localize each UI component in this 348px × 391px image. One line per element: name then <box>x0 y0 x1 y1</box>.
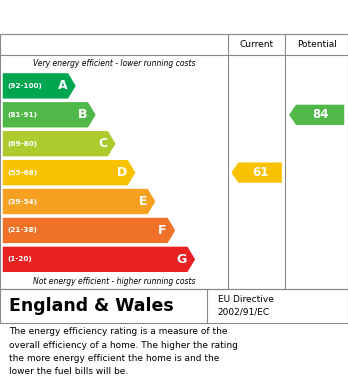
Text: (69-80): (69-80) <box>7 141 37 147</box>
Polygon shape <box>3 247 195 272</box>
Polygon shape <box>3 218 175 243</box>
Text: Not energy efficient - higher running costs: Not energy efficient - higher running co… <box>33 277 195 286</box>
Text: G: G <box>176 253 187 266</box>
Text: 61: 61 <box>252 166 269 179</box>
Text: C: C <box>98 137 107 150</box>
Text: A: A <box>58 79 67 92</box>
Polygon shape <box>3 131 116 156</box>
Polygon shape <box>3 160 135 185</box>
Text: Potential: Potential <box>297 40 337 49</box>
Text: Current: Current <box>239 40 274 49</box>
Polygon shape <box>289 105 344 125</box>
Text: D: D <box>117 166 127 179</box>
Text: 84: 84 <box>313 108 329 121</box>
Text: F: F <box>158 224 167 237</box>
Text: Very energy efficient - lower running costs: Very energy efficient - lower running co… <box>33 59 195 68</box>
Text: EU Directive
2002/91/EC: EU Directive 2002/91/EC <box>218 295 274 316</box>
Text: B: B <box>78 108 87 121</box>
Text: (92-100): (92-100) <box>7 83 42 89</box>
Polygon shape <box>3 189 155 214</box>
Text: Energy Efficiency Rating: Energy Efficiency Rating <box>9 9 211 25</box>
Text: The energy efficiency rating is a measure of the
overall efficiency of a home. T: The energy efficiency rating is a measur… <box>9 327 238 376</box>
Text: (81-91): (81-91) <box>7 112 37 118</box>
Text: (55-68): (55-68) <box>7 170 37 176</box>
Polygon shape <box>231 163 282 183</box>
Polygon shape <box>3 102 96 127</box>
Polygon shape <box>3 73 76 99</box>
Text: (1-20): (1-20) <box>7 256 32 262</box>
Text: (39-54): (39-54) <box>7 199 37 204</box>
Text: E: E <box>139 195 147 208</box>
Text: England & Wales: England & Wales <box>9 296 173 315</box>
Text: (21-38): (21-38) <box>7 228 37 233</box>
